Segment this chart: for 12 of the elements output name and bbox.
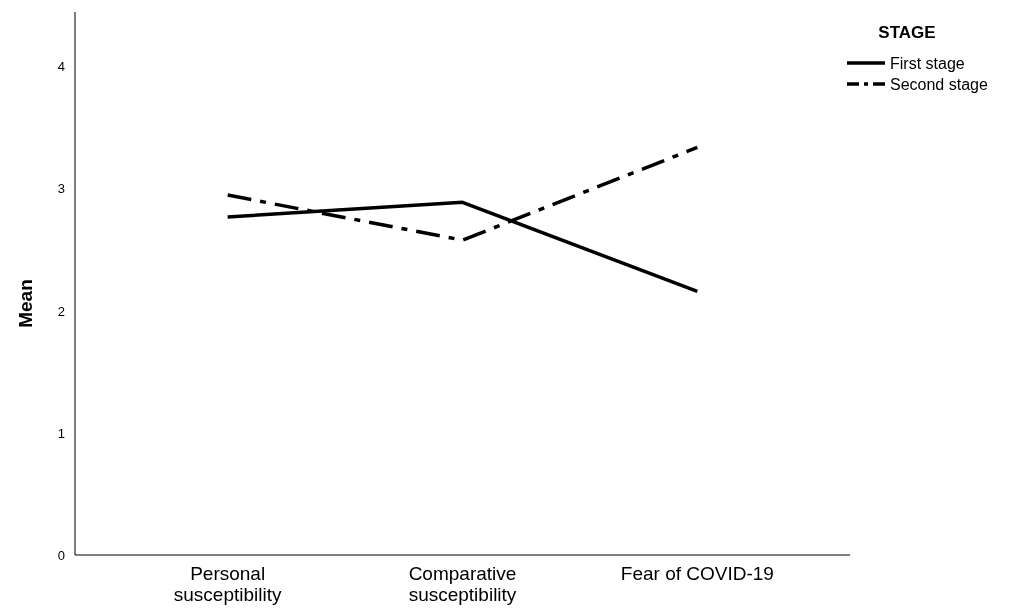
y-tick-label: 2 — [57, 303, 65, 319]
y-tick-label: 3 — [57, 181, 65, 197]
y-tick-label: 0 — [57, 547, 65, 563]
legend-label: First stage — [890, 54, 965, 72]
legend-title: STAGE — [878, 23, 936, 42]
y-axis-title: Mean — [15, 279, 36, 328]
legend-label: Second stage — [890, 75, 988, 93]
x-tick-label: Personal susceptibility — [173, 563, 282, 605]
y-tick-label: 4 — [57, 59, 65, 75]
y-tick-label: 1 — [57, 425, 65, 441]
x-tick-label: Comparative susceptibility — [408, 563, 517, 605]
x-tick-label: Fear of COVID-19 — [620, 563, 774, 584]
